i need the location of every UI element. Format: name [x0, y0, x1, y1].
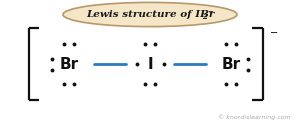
Text: −: −: [208, 8, 214, 16]
Text: 2: 2: [202, 13, 206, 21]
Text: I: I: [147, 57, 153, 72]
Text: Br: Br: [59, 57, 79, 72]
Text: Br: Br: [221, 57, 241, 72]
Text: Lewis structure of IBr: Lewis structure of IBr: [86, 10, 214, 19]
Ellipse shape: [63, 2, 237, 27]
Text: −: −: [270, 28, 278, 38]
Text: © knordislearning.com: © knordislearning.com: [218, 114, 291, 120]
